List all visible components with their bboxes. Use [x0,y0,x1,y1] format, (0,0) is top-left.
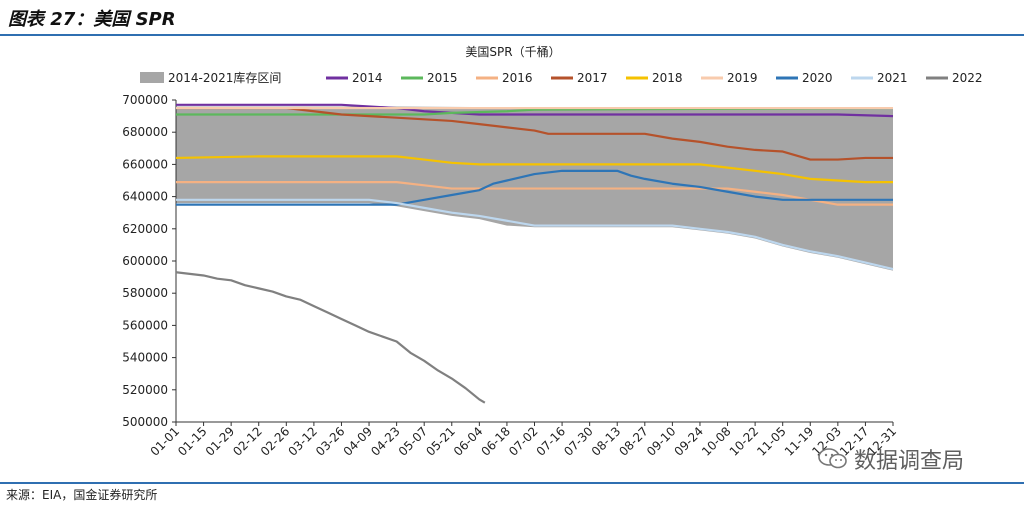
source-note: 来源：EIA，国金证券研究所 [6,488,158,502]
x-tick-label: 03-12 [285,424,320,459]
wechat-icon [818,447,848,471]
figure-title: 图表 27：美国 SPR [8,9,176,30]
legend-label-2019: 2019 [727,71,758,85]
y-tick-label: 640000 [122,190,168,204]
chart-area: 美国SPR（千桶） 2014-2021库存区间 2014 2015 2016 2017 20… [0,36,1024,484]
legend-label-2020: 2020 [802,71,833,85]
series-line-2015 [176,106,894,116]
x-tick-label: 07-16 [534,424,569,459]
legend-label-2022: 2022 [952,71,983,85]
x-tick-label: 04-23 [368,424,403,459]
chart-svg: 美国SPR（千桶） 2014-2021库存区间 2014 2015 2016 2017 20… [122,44,983,459]
y-tick-label: 560000 [122,318,168,332]
x-tick-label: 09-10 [644,424,679,459]
legend-label-2015: 2015 [427,71,458,85]
x-tick-label: 08-13 [589,424,624,459]
watermark-text: 数据调查局 [854,449,965,474]
legend-label-2021: 2021 [877,71,908,85]
x-tick-label: 02-26 [258,424,293,459]
series-line-2016 [176,181,893,206]
x-tick-label: 07-02 [506,424,541,459]
legend-label-range: 2014-2021库存区间 [168,70,281,85]
series-line-2014 [176,103,894,118]
header-divider [0,34,1024,36]
y-tick-label: 660000 [122,157,168,171]
y-tick-label: 680000 [122,125,168,139]
legend-label-2014: 2014 [352,71,383,85]
figure-header: 图表 27：美国 SPR [0,0,1024,36]
x-tick-label: 05-07 [396,424,431,459]
x-tick-label: 06-04 [451,424,486,459]
series-line-2022 [175,271,486,404]
footer-divider [0,482,1024,484]
x-tick-label: 03-26 [313,424,348,459]
x-tick-label: 09-24 [672,424,707,459]
legend-label-2016: 2016 [502,71,533,85]
y-tick-label: 600000 [122,254,168,268]
legend-label-2017: 2017 [577,71,608,85]
series-line-2021 [176,198,894,271]
y-tick-label: 540000 [122,351,168,365]
x-tick-label: 01-15 [175,424,210,459]
x-tick-label: 07-30 [561,424,596,459]
x-tick-label: 10-22 [727,424,762,459]
x-tick-label: 02-12 [230,424,265,459]
series-line-2017 [176,106,893,161]
x-tick-label: 11-19 [782,424,817,459]
x-tick-label: 08-27 [616,424,651,459]
x-tick-label: 01-29 [203,424,238,459]
x-tick-label: 11-05 [754,424,789,459]
x-tick-label: 06-18 [478,424,513,459]
legend-swatch-range [140,72,164,83]
x-tick-label: 10-08 [699,424,734,459]
series-line-2020 [176,169,893,206]
y-tick-label: 500000 [122,415,168,429]
watermark: 数据调查局 [818,443,964,475]
legend-label-2018: 2018 [652,71,683,85]
y-tick-label: 620000 [122,222,168,236]
y-tick-label: 700000 [122,93,168,107]
x-tick-label: 01-01 [148,424,183,459]
x-tick-label: 05-21 [423,424,458,459]
y-tick-label: 580000 [122,286,168,300]
chart-title: 美国SPR（千桶） [465,44,560,59]
series-line-2018 [175,155,893,184]
y-tick-label: 520000 [122,383,168,397]
x-tick-label: 04-09 [341,424,376,459]
